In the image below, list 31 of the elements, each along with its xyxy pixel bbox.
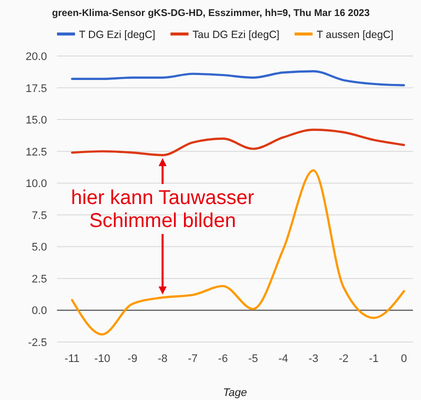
y-tick-label: 5.0 [32, 242, 47, 254]
y-tick-label: 17.5 [26, 82, 47, 95]
x-tick-label: -7 [188, 353, 198, 365]
line-series [70, 169, 406, 336]
y-tick-label: 0.0 [32, 305, 47, 318]
line-series [70, 70, 406, 86]
legend-label: T DG Ezi [degC] [79, 29, 156, 41]
y-tick-label: -2.5 [28, 337, 47, 349]
x-tick-label: -8 [158, 353, 168, 365]
y-tick-label: 20.0 [26, 51, 47, 63]
x-tick-label: -1 [368, 353, 379, 365]
y-tick-label: 2.5 [32, 273, 47, 286]
x-tick-label: -3 [308, 353, 318, 365]
x-tick-label: -4 [278, 353, 288, 365]
y-tick-label: 12.5 [26, 146, 47, 158]
y-tick-label: 15.0 [26, 114, 47, 127]
line-series [70, 128, 406, 156]
x-tick-label: -6 [218, 353, 228, 365]
chart-title: green-Klima-Sensor gKS-DG-HD, Esszimmer, hh=9, Thu Mar 16 2023 [52, 8, 370, 19]
x-tick-label: -9 [128, 353, 138, 365]
x-tick-label: 0 [400, 353, 408, 365]
x-axis-title: Tage [222, 387, 248, 399]
x-tick-label: -10 [94, 353, 110, 365]
legend-label: Tau DG Ezi [degC] [192, 29, 280, 41]
y-tick-label: 7.5 [32, 210, 47, 222]
x-tick-label: -5 [248, 353, 258, 365]
x-tick-label: -11 [64, 353, 80, 365]
x-tick-label: -2 [338, 353, 348, 365]
legend-label: T aussen [degC] [316, 29, 394, 41]
y-tick-label: 10.0 [26, 178, 47, 190]
annotation: hier kann Tauwasser Schimmel bilden [71, 187, 254, 232]
